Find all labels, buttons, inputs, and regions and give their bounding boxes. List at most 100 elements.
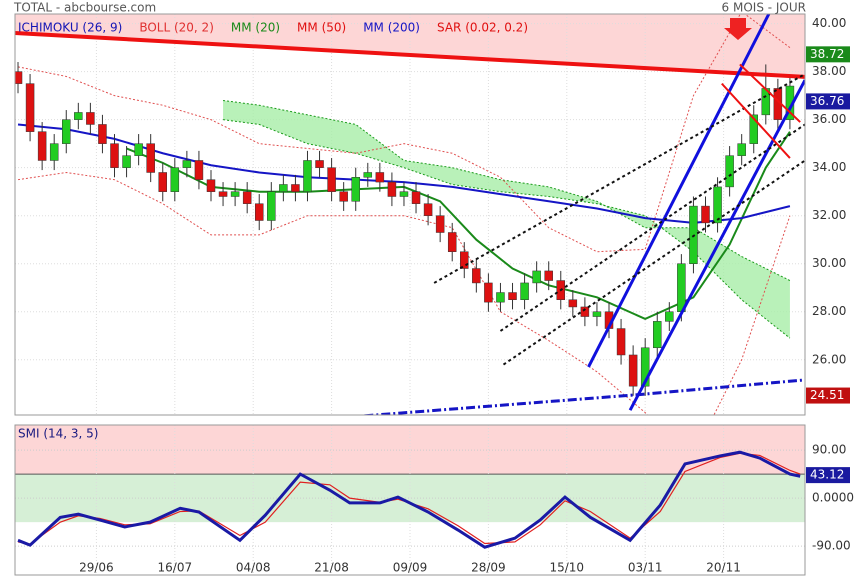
candle-body [254,203,264,221]
candle-body [375,172,385,183]
price-plot [15,14,805,415]
x-tick-label: 09/09 [393,561,428,575]
y-tick-label: 40.00 [812,16,846,30]
candle-body [435,215,445,233]
candle-body [544,270,553,281]
candle-body [182,160,192,168]
candle-body [411,191,421,204]
candle-body [49,143,59,161]
x-tick-label: 29/06 [79,561,114,575]
neutral-zone [15,474,805,523]
legend-entry: MM (200) [363,21,420,35]
candle-body [74,112,83,120]
candle-body [363,172,373,178]
candle-body [484,282,493,303]
candle-body [653,321,662,349]
candle-body [665,311,674,322]
candle-body [460,251,469,269]
candle-body [701,205,710,224]
y-tick-label: 38.00 [812,64,846,78]
candle-body [592,311,602,317]
candle-body [25,83,35,132]
price-label: 24.51 [810,388,844,402]
signal-arrow [724,18,752,40]
candle-body [423,203,433,216]
header-left: TOTAL - abcbourse.com [13,1,156,15]
x-tick-label: 21/08 [314,561,349,575]
moving-average [126,131,791,321]
legend-entry: MM (50) [297,21,346,35]
header-right: 6 MOIS - JOUR [722,1,806,15]
candle-body [242,191,252,204]
candle-body [267,191,276,221]
trendline [587,14,771,368]
candle-body [580,306,590,317]
candle-body [725,155,734,188]
candle-body [496,292,505,303]
legend-entry: MM (20) [231,21,280,35]
candle-body [194,160,204,180]
candle-body [737,143,746,156]
y-tick-label: 36.00 [812,112,846,126]
candle-body [146,143,155,173]
bollinger-upper [17,14,791,253]
y-tick-label: 26.00 [812,352,846,366]
trendline [739,63,801,123]
legend-entry: ICHIMOKU (26, 9) [18,21,122,35]
candle-body [399,191,409,197]
candle-body [447,232,457,252]
candle-body [158,172,167,192]
y-tick-label: 90.00 [812,443,846,457]
price-label: 38.72 [810,47,844,61]
price-label-box [806,46,850,63]
trendline [502,159,805,366]
x-tick-label: 04/08 [236,561,271,575]
candle-body [532,270,541,284]
candle-body [351,177,360,202]
y-tick-label: 28.00 [812,304,846,318]
candle-body [206,179,216,192]
candle-body [86,112,95,125]
candle-body [327,167,336,192]
candle-body [628,354,638,387]
candle-body [472,268,481,284]
candle-body [508,292,517,300]
candle-body [749,114,758,144]
candle-body [62,119,71,144]
panel-frame [14,13,806,416]
trendline [15,30,805,79]
panel-frame [14,424,806,576]
y-tick-label: 32.00 [812,208,846,222]
candle-body [568,299,578,308]
candle-body [170,167,180,192]
candle-body [677,263,686,312]
price-label-box [806,93,850,110]
candle-body [110,143,119,168]
price-label: 36.76 [810,94,844,108]
smi-title: SMI (14, 3, 5) [18,427,98,441]
resistance-zone [15,14,805,77]
legend-entry: SAR (0.02, 0.2) [437,21,528,35]
price-label: 43.12 [810,468,844,482]
y-tick-label: -90.00 [812,539,851,553]
candle-body [339,191,348,202]
candle-body [640,347,650,387]
candle-body [230,191,240,197]
y-tick-label: 30.00 [812,256,846,270]
ichimoku-span-a [222,99,791,281]
candle-body [520,282,529,300]
candle-body [315,160,324,168]
bollinger-lower [17,171,791,415]
x-tick-label: 28/09 [471,561,506,575]
candle-body [15,71,23,84]
candle-body [122,155,131,168]
candle-body [218,191,228,197]
y-tick-label: 0.0000 [812,491,854,505]
candle-body [713,186,722,224]
axes: 26.00 28.00 30.00 32.00 34.00 36.00 38.00 40.00… [14,13,854,576]
candle-body [134,143,143,156]
trendline [433,73,805,284]
price-label-box [806,387,850,404]
candle-body [616,328,626,356]
